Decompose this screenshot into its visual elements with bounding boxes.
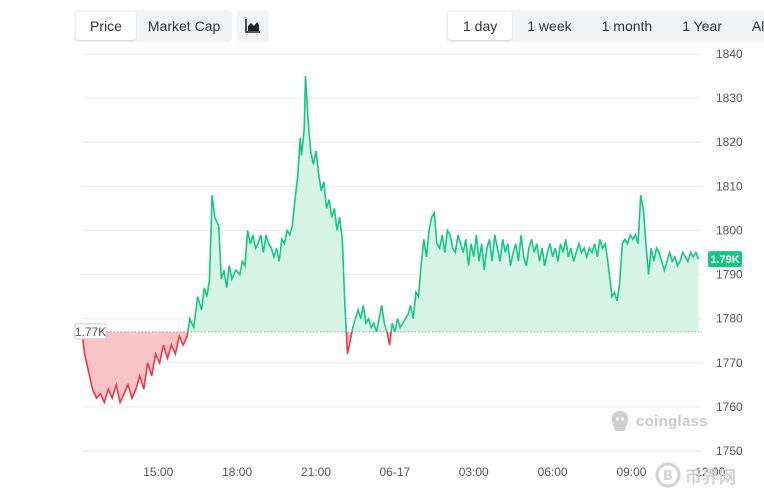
y-tick-label: 1770 [716, 356, 743, 370]
range-tabs: 1 day 1 week 1 month 1 Year All [446, 10, 764, 42]
y-tick-label: 1830 [716, 91, 743, 105]
area-chart-icon[interactable] [237, 10, 269, 42]
x-axis: 15:00 18:00 21:00 06-17 03:00 06:00 09:00 12:00 [143, 465, 725, 479]
price-line-below-baseline [81, 331, 396, 406]
tab-1-month[interactable]: 1 month [601, 18, 653, 34]
y-tick-label: 1820 [716, 135, 743, 149]
bijie-watermark: B 币界网 [655, 462, 736, 488]
y-tick-label: 1780 [716, 312, 743, 326]
svg-text:B: B [663, 469, 673, 484]
current-price-label: 1.79K [710, 254, 739, 266]
x-tick-label: 18:00 [222, 465, 252, 479]
y-tick-label: 1790 [716, 268, 743, 282]
price-line-above-baseline [82, 76, 700, 332]
baseline-label: 1.77K [75, 325, 106, 339]
watermark-text: coinglass [636, 412, 708, 430]
y-tick-label: 1750 [716, 444, 743, 458]
tab-1-day[interactable]: 1 day [448, 12, 513, 40]
tab-1-week[interactable]: 1 week [527, 18, 572, 34]
grid-lines [82, 53, 702, 452]
x-tick-label: 12:00 [695, 465, 725, 479]
y-tick-label: 1810 [716, 179, 743, 193]
x-tick-label: 09:00 [616, 465, 646, 479]
bijie-logo-icon: B [655, 462, 681, 488]
tab-all[interactable]: All [751, 18, 764, 34]
y-axis: 1750 1760 1770 1780 1790 1800 1810 1820 1830 1840 [716, 47, 743, 458]
y-tick-label: 1800 [716, 223, 743, 237]
x-tick-label: 15:00 [143, 465, 173, 479]
y-tick-label: 1840 [716, 47, 743, 61]
current-price-tag: 1.79K [708, 251, 742, 268]
metric-tabs: Price Market Cap [74, 10, 232, 42]
baseline-price-tag: 1.77K [74, 323, 107, 340]
x-tick-label: 03:00 [459, 465, 489, 479]
area-fill-above-baseline [187, 76, 699, 332]
coinglass-logo-icon [612, 411, 628, 431]
coinglass-watermark: coinglass [610, 410, 708, 432]
x-tick-label: 21:00 [301, 465, 331, 479]
x-tick-label: 06:00 [538, 465, 568, 479]
tab-price[interactable]: Price [76, 12, 136, 40]
area-fill-below-baseline [82, 331, 699, 403]
tab-1-year[interactable]: 1 Year [682, 18, 722, 34]
tab-market-cap[interactable]: Market Cap [147, 18, 221, 34]
x-tick-label: 06-17 [380, 465, 411, 479]
watermark2-text: 币界网 [685, 467, 736, 487]
y-tick-label: 1760 [716, 400, 743, 414]
